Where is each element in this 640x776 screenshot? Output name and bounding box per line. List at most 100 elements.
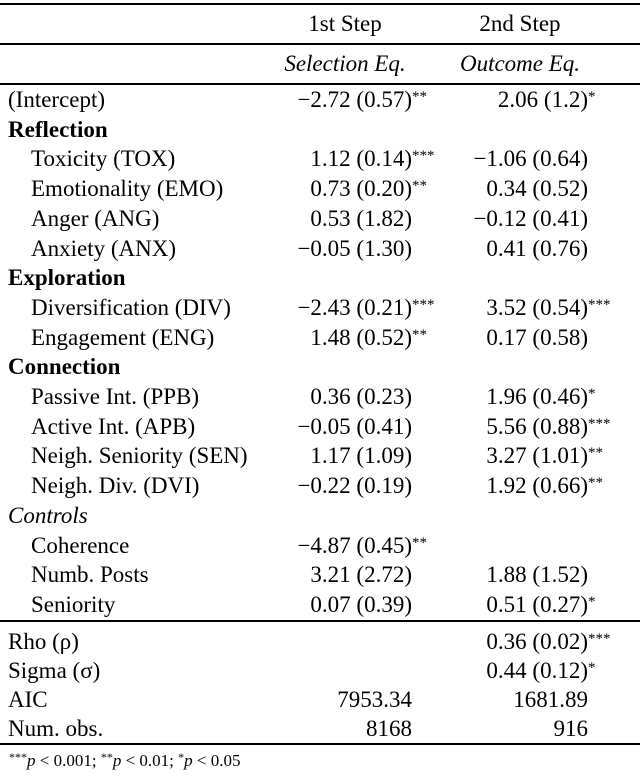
stat-row: AIC 7953.34 1681.89 (0, 685, 640, 714)
outcome-eq-value: 3.52 (0.54) *** (445, 293, 640, 323)
significance-stars: * (178, 749, 185, 764)
row-label: Seniority (31, 591, 116, 617)
selection-eq-value: 0.53 (1.82) (245, 204, 445, 234)
row-label: Controls (8, 502, 88, 528)
significance-stars: ** (412, 326, 427, 343)
coefficient-value: 0.36 (0.02) *** (486, 629, 610, 654)
outcome-eq-value (445, 115, 640, 145)
coefficient-value: 0.41 (0.76) (486, 235, 588, 261)
equation-header-row: Selection Eq. Outcome Eq. (0, 45, 640, 83)
stat-row: Sigma (σ) 0.44 (0.12) * (0, 656, 640, 685)
stat-row: Num. obs. 8168 916 (0, 714, 640, 743)
outcome-eq-value: −0.12 (0.41) (445, 204, 640, 234)
threshold-text: < 0.01; (121, 750, 179, 770)
selection-eq-value (245, 263, 445, 293)
significance-stars: *** (588, 296, 611, 313)
outcome-eq-value: 0.34 (0.52) (445, 174, 640, 204)
coefficient-row: Passive Int. (PPB) 0.36 (0.23) 1.96 (0.46)… (0, 382, 640, 412)
outcome-eq-value (445, 531, 640, 561)
outcome-eq-value: 2.06 (1.2) * (445, 85, 640, 115)
threshold-text: < 0.05 (192, 750, 241, 770)
step-header-1st: 1st Step (308, 11, 382, 36)
coefficient-value: 1.17 (1.09) (310, 443, 412, 469)
coefficient-value: −2.72 (0.57) ** (297, 87, 427, 112)
row-label: Anger (ANG) (31, 205, 160, 231)
selection-eq-value: 0.73 (0.20) ** (245, 174, 445, 204)
outcome-eq-value: 0.41 (0.76) (445, 234, 640, 264)
selection-eq-value: −2.72 (0.57) ** (245, 85, 445, 115)
coefficient-value: 0.34 (0.52) (486, 176, 588, 202)
row-label: AIC (8, 686, 48, 712)
row-label: Sigma (σ) (8, 657, 101, 683)
coefficient-value: 0.53 (1.82) (310, 205, 412, 231)
coefficient-row: Anger (ANG) 0.53 (1.82) −0.12 (0.41) (0, 204, 640, 234)
coefficient-value: 0.73 (0.20) ** (310, 176, 427, 201)
row-label: Numb. Posts (31, 562, 149, 588)
coefficient-row: Reflection (0, 115, 640, 145)
coefficient-value: −0.22 (0.19) (297, 473, 412, 499)
row-label: Coherence (31, 532, 130, 558)
row-label: Rho (ρ) (8, 628, 79, 654)
selection-eq-value: 7953.34 (245, 685, 445, 714)
significance-stars: ** (412, 534, 427, 551)
selection-eq-value: −0.05 (0.41) (245, 412, 445, 442)
selection-eq-value: −4.87 (0.45) ** (245, 531, 445, 561)
selection-eq-value (245, 656, 445, 685)
coefficient-value: 1.92 (0.66) ** (486, 473, 603, 498)
row-label: Engagement (ENG) (31, 324, 215, 350)
outcome-eq-value: 5.56 (0.88) *** (445, 412, 640, 442)
outcome-eq-value: −1.06 (0.64) (445, 144, 640, 174)
outcome-eq-value: 1.96 (0.46) * (445, 382, 640, 412)
row-label: (Intercept) (8, 87, 106, 112)
outcome-eq-value: 1681.89 (445, 685, 640, 714)
significance-stars: * (588, 659, 596, 676)
subheader-rule (0, 83, 640, 85)
coefficient-row: Neigh. Div. (DVI) −0.22 (0.19) 1.92 (0.66)… (0, 471, 640, 501)
results-table: 1st Step 2nd Step Selection Eq. Outcome … (0, 3, 640, 771)
selection-eq-value: 1.48 (0.52) ** (245, 323, 445, 353)
coefficient-row: Active Int. (APB) −0.05 (0.41) 5.56 (0.88)… (0, 412, 640, 442)
stats-rule (0, 619, 640, 622)
coefficient-row: Anxiety (ANX) −0.05 (1.30) 0.41 (0.76) (0, 234, 640, 264)
coefficient-value: 1.12 (0.14) *** (310, 146, 434, 171)
coefficient-row: (Intercept) −2.72 (0.57) ** 2.06 (1.2) * (0, 85, 640, 115)
p-symbol: p (184, 750, 193, 770)
selection-eq-value: −0.22 (0.19) (245, 471, 445, 501)
significance-stars: *** (412, 148, 435, 165)
step-header-2nd: 2nd Step (479, 11, 561, 36)
row-label: Emotionality (EMO) (31, 176, 224, 202)
threshold-text: < 0.001; (35, 750, 101, 770)
header-rule (0, 43, 640, 45)
coefficient-rows: (Intercept) −2.72 (0.57) ** 2.06 (1.2) * Refl… (0, 85, 640, 620)
coefficient-value: 0.36 (0.23) (310, 384, 412, 410)
outcome-eq-value (445, 501, 640, 531)
coefficient-value: 0.44 (0.12) * (486, 658, 595, 683)
significance-stars: *** (588, 630, 611, 647)
significance-stars: ** (588, 475, 603, 492)
coefficient-row: Controls (0, 501, 640, 531)
coefficient-value: −0.05 (0.41) (297, 413, 412, 439)
coefficient-value: −0.12 (0.41) (473, 205, 588, 231)
coefficient-value: 0.07 (0.39) (310, 591, 412, 617)
coefficient-value: −1.06 (0.64) (473, 146, 588, 172)
row-label: Reflection (8, 116, 108, 142)
coefficient-value: 1681.89 (513, 686, 588, 712)
row-label: Num. obs. (8, 715, 104, 741)
coefficient-value: 3.21 (2.72) (310, 562, 412, 588)
selection-eq-value: 0.07 (0.39) (245, 590, 445, 620)
coefficient-row: Exploration (0, 263, 640, 293)
coefficient-value: 8168 (366, 715, 412, 741)
coefficient-value: 0.17 (0.58) (486, 324, 588, 350)
p-symbol: p (112, 750, 122, 770)
row-label: Exploration (8, 265, 126, 291)
coefficient-row: Toxicity (TOX) 1.12 (0.14) *** −1.06 (0.64) (0, 144, 640, 174)
selection-eq-value (245, 501, 445, 531)
coefficient-value: −4.87 (0.45) ** (297, 533, 427, 558)
significance-stars: *** (9, 749, 27, 764)
footnote-rule (0, 742, 640, 745)
row-label: Connection (8, 354, 121, 380)
row-label: Neigh. Div. (DVI) (31, 473, 200, 499)
coefficient-value: 1.48 (0.52) ** (310, 325, 427, 350)
outcome-eq-value: 1.92 (0.66) ** (445, 471, 640, 501)
row-label: Active Int. (APB) (31, 413, 196, 439)
